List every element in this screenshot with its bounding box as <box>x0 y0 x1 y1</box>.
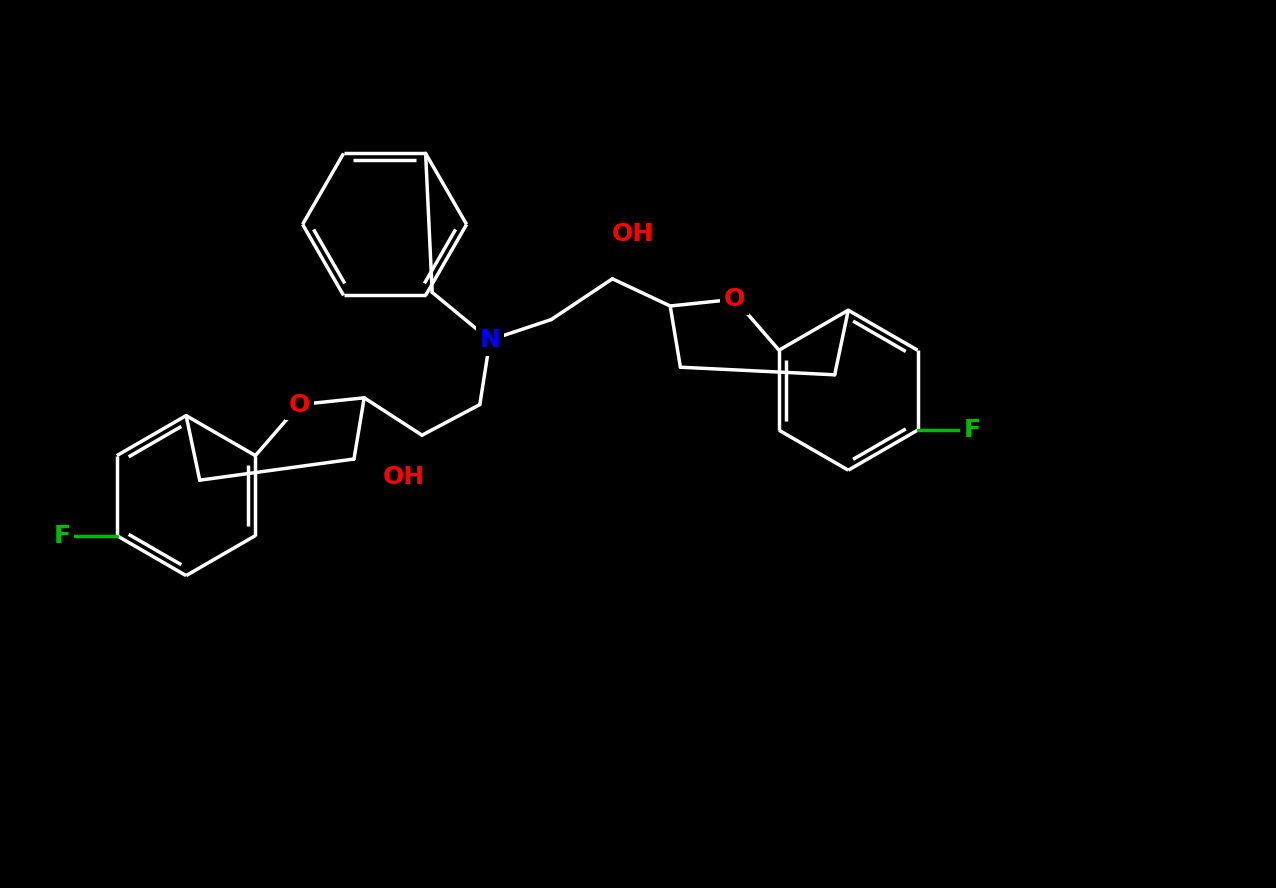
Text: O: O <box>288 392 310 416</box>
Text: F: F <box>965 418 981 442</box>
Text: OH: OH <box>383 465 425 489</box>
Text: F: F <box>965 418 981 442</box>
Text: O: O <box>288 392 310 416</box>
Text: N: N <box>480 328 500 352</box>
Text: F: F <box>54 524 70 548</box>
Text: O: O <box>725 287 745 311</box>
Text: F: F <box>54 524 70 548</box>
Text: OH: OH <box>611 222 653 246</box>
Text: OH: OH <box>383 465 425 489</box>
Text: N: N <box>480 328 500 352</box>
Text: O: O <box>725 287 745 311</box>
Text: OH: OH <box>611 222 653 246</box>
